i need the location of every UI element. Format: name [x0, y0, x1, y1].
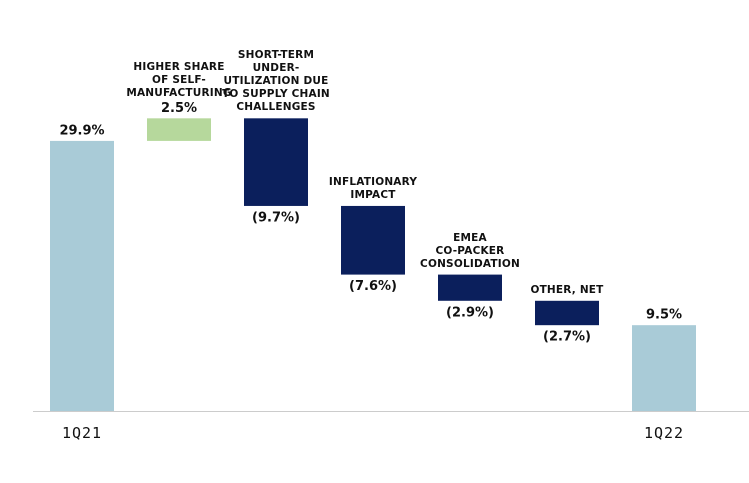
category-label: 1Q22: [643, 424, 685, 442]
value-label: (2.9%): [446, 305, 494, 320]
category-label: 1Q21: [61, 424, 103, 442]
bar: [50, 140, 114, 412]
category-label: SHORT-TERM UNDER- UTILIZATION DUE TO SUP…: [222, 49, 330, 114]
bar: [438, 274, 502, 301]
bar: [244, 118, 308, 206]
bar: [632, 325, 696, 411]
bar: [147, 118, 211, 141]
value-label: (9.7%): [252, 210, 300, 225]
value-label: (2.7%): [543, 330, 591, 345]
value-label: 29.9%: [59, 123, 104, 138]
category-label: INFLATIONARY IMPACT: [328, 175, 418, 201]
category-label: HIGHER SHARE OF SELF- MANUFACTURING: [126, 61, 232, 100]
value-label: 9.5%: [646, 308, 682, 323]
value-label: 2.5%: [161, 101, 197, 116]
value-label: (7.6%): [349, 279, 397, 294]
bar: [341, 205, 405, 275]
category-label: EMEA CO-PACKER CONSOLIDATION: [420, 231, 520, 270]
category-label: OTHER, NET: [530, 283, 604, 296]
bar: [535, 300, 599, 326]
